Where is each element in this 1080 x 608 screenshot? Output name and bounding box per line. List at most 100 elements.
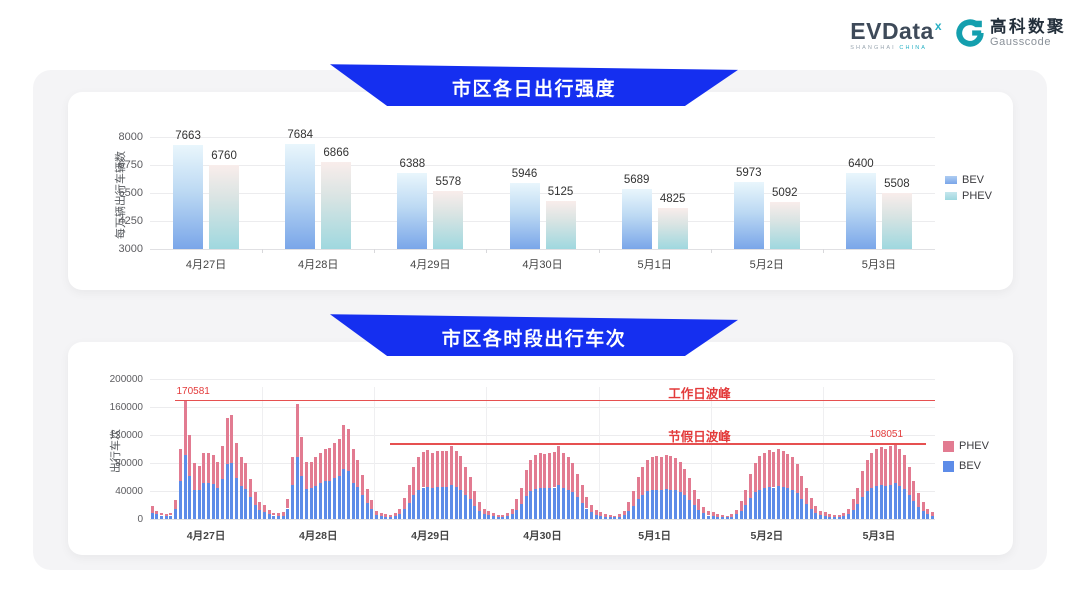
bar-bev xyxy=(351,482,355,519)
bar-bev xyxy=(664,488,668,519)
y-tick-label: 5500 xyxy=(118,187,143,199)
bar-bev xyxy=(604,516,608,519)
bar-phev xyxy=(505,513,509,517)
bar-bev xyxy=(533,488,537,519)
bar-value-label: 7663 xyxy=(175,129,201,142)
y-tick-label: 3000 xyxy=(118,243,143,255)
bar-phev xyxy=(533,454,537,489)
bar-bev xyxy=(529,491,533,519)
bar-phev xyxy=(206,452,210,483)
bar-phev xyxy=(515,499,519,510)
bar-bev xyxy=(613,517,617,519)
bar-phev xyxy=(183,399,187,456)
bar-bev xyxy=(571,492,575,519)
bar-phev xyxy=(632,491,636,506)
bar-phev xyxy=(468,477,472,500)
bar xyxy=(733,182,764,249)
bar-bev xyxy=(683,495,687,519)
bar-phev xyxy=(510,509,514,515)
bar-bev xyxy=(510,514,514,519)
gausscode-en-text: Gausscode xyxy=(990,35,1052,48)
bar-phev xyxy=(435,451,439,487)
bar-bev xyxy=(445,486,449,519)
gridline xyxy=(150,221,935,222)
bar-value-label: 5578 xyxy=(435,176,462,189)
bar-phev xyxy=(702,507,706,514)
bar-bev xyxy=(702,513,706,519)
bar-bev xyxy=(417,489,421,519)
x-axis-line xyxy=(150,519,935,520)
bar-bev xyxy=(272,515,276,519)
bar-phev xyxy=(594,509,598,515)
legend-item-phev2: PHEV xyxy=(943,440,989,452)
bar-bev xyxy=(244,488,248,519)
bar-phev xyxy=(300,437,304,476)
daily-intensity-title: 市区各日出行强度 xyxy=(451,79,616,100)
bar-phev xyxy=(230,414,234,463)
bar-bev xyxy=(356,486,360,519)
bar-phev xyxy=(351,449,355,483)
x-category-label: 5月2日 xyxy=(750,530,784,542)
bar-bev xyxy=(426,486,430,519)
bar-bev xyxy=(632,505,636,519)
peak-annotation-label: 工作日波峰 xyxy=(668,386,731,401)
bar-phev xyxy=(912,480,916,501)
bar-phev xyxy=(762,452,766,488)
bar-bev xyxy=(449,484,453,519)
bar-bev xyxy=(365,502,369,519)
bar-phev xyxy=(837,514,841,517)
bar-bev xyxy=(375,514,379,519)
y-tick-label: 4250 xyxy=(118,215,143,227)
x-category-label: 4月29日 xyxy=(411,530,450,542)
bar-bev xyxy=(538,487,542,519)
bar-bev xyxy=(674,490,678,519)
phev-swatch-icon xyxy=(945,192,957,200)
bar-bev xyxy=(870,487,874,519)
bar-bev xyxy=(347,470,351,519)
bar-phev xyxy=(576,473,579,498)
bar-bev xyxy=(688,500,692,519)
bar-phev xyxy=(253,492,257,505)
bar-phev xyxy=(407,485,411,503)
bar-bev xyxy=(407,502,411,519)
header-logos: EVDatax SHANGHAI CHINA 高科数聚 Gausscode xyxy=(850,18,1066,51)
bar-phev xyxy=(538,452,542,488)
bar-phev xyxy=(421,451,425,488)
bar-bev xyxy=(202,482,206,519)
bar-phev xyxy=(566,457,570,491)
bar-bev xyxy=(650,490,654,519)
x-axis-tick xyxy=(374,249,376,253)
bar-phev xyxy=(426,450,430,487)
bar-bev xyxy=(781,486,785,519)
bar-bev xyxy=(473,505,477,519)
bar xyxy=(845,172,876,249)
bar-bev xyxy=(150,512,154,519)
gridline xyxy=(150,193,935,194)
bar-phev xyxy=(795,464,799,494)
bar-phev xyxy=(248,479,252,498)
y-tick-label: 120000 xyxy=(109,430,143,441)
bar-phev xyxy=(524,470,528,496)
bar-bev xyxy=(505,516,509,519)
bar-bev xyxy=(917,507,921,519)
gridline xyxy=(150,491,935,492)
bar-value-label: 5092 xyxy=(771,187,798,200)
bar-phev xyxy=(197,465,201,491)
bar-bev xyxy=(748,498,752,519)
bar-phev xyxy=(501,514,505,517)
bar-phev xyxy=(889,445,893,485)
bar-phev xyxy=(823,512,827,516)
x-axis-tick xyxy=(822,249,824,253)
peak-annotation-line xyxy=(390,443,926,445)
bar-bev xyxy=(828,516,832,519)
bar-phev xyxy=(842,513,846,517)
bar-bev xyxy=(856,504,860,519)
bar-phev xyxy=(786,453,790,489)
bar-phev xyxy=(463,466,467,495)
bar-phev xyxy=(753,463,757,493)
bar xyxy=(509,183,540,249)
bar-phev xyxy=(323,449,327,482)
bar-value-label: 4825 xyxy=(659,193,686,206)
bar-bev xyxy=(174,509,178,519)
